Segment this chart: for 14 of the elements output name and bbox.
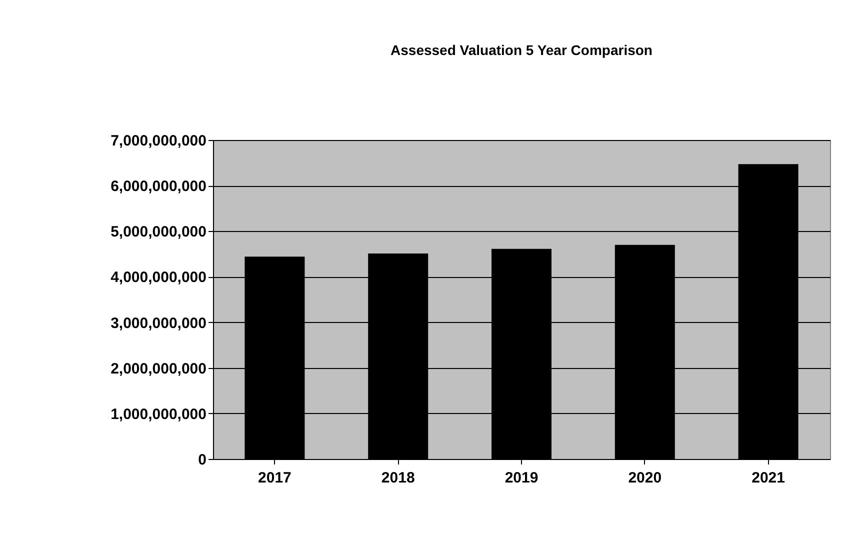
x-tick-label: 2018 [381,470,415,486]
y-tick-label: 0 [198,452,206,468]
y-tick-label: 3,000,000,000 [110,314,206,332]
x-tick-label: 2019 [504,470,538,486]
y-tick-label: 2,000,000,000 [110,360,206,378]
x-tick-label: 2020 [628,470,662,486]
y-tick-label: 6,000,000,000 [110,178,206,196]
y-tick-label: 7,000,000,000 [110,132,206,150]
y-tick-label: 1,000,000,000 [110,406,206,423]
y-tick-label: 4,000,000,000 [110,269,206,286]
x-tick-label: 2017 [258,470,292,486]
chart-title: Assessed Valuation 5 Year Comparison [390,42,652,58]
y-tick-label: 5,000,000,000 [110,224,206,241]
x-tick-label: 2021 [752,470,785,486]
